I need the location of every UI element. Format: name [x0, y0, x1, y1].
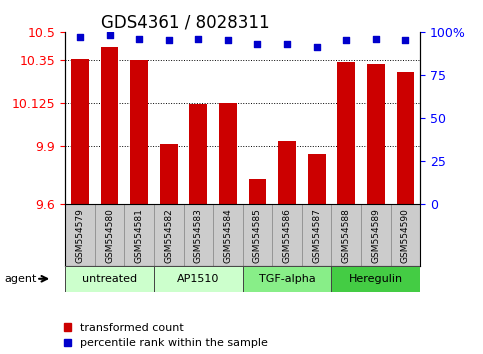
Text: untreated: untreated — [82, 274, 137, 284]
Point — [254, 41, 261, 47]
Text: GSM554590: GSM554590 — [401, 209, 410, 263]
Bar — [272, 204, 302, 266]
Bar — [302, 204, 331, 266]
Bar — [391, 204, 420, 266]
Point — [195, 36, 202, 41]
Text: GSM554585: GSM554585 — [253, 209, 262, 263]
Bar — [71, 58, 89, 204]
Text: GSM554588: GSM554588 — [342, 209, 351, 263]
Text: Heregulin: Heregulin — [349, 274, 403, 284]
Bar — [242, 204, 272, 266]
Bar — [337, 62, 355, 204]
Point — [313, 45, 321, 50]
Text: GSM554583: GSM554583 — [194, 209, 203, 263]
Text: GSM554587: GSM554587 — [312, 209, 321, 263]
Bar — [189, 104, 207, 204]
Point — [76, 34, 84, 40]
Bar — [65, 266, 154, 292]
Bar — [242, 266, 331, 292]
Bar — [130, 59, 148, 204]
Point — [342, 38, 350, 43]
Bar — [101, 47, 118, 204]
Bar — [154, 266, 243, 292]
Bar — [367, 64, 384, 204]
Bar — [361, 204, 391, 266]
Text: GSM554586: GSM554586 — [283, 209, 292, 263]
Bar — [65, 204, 95, 266]
Legend: transformed count, percentile rank within the sample: transformed count, percentile rank withi… — [64, 323, 268, 348]
Bar — [308, 154, 326, 204]
Text: GSM554579: GSM554579 — [75, 209, 85, 263]
Bar — [160, 144, 178, 204]
Bar — [95, 204, 125, 266]
Text: GSM554582: GSM554582 — [164, 209, 173, 263]
Bar — [125, 204, 154, 266]
Bar — [278, 141, 296, 204]
Text: GSM554589: GSM554589 — [371, 209, 380, 263]
Bar — [397, 72, 414, 204]
Text: GSM554581: GSM554581 — [135, 209, 143, 263]
Point — [106, 33, 114, 38]
Text: GSM554584: GSM554584 — [224, 209, 232, 263]
Bar — [331, 266, 420, 292]
Bar — [213, 204, 242, 266]
Point — [372, 36, 380, 41]
Bar — [154, 204, 184, 266]
Text: GDS4361 / 8028311: GDS4361 / 8028311 — [101, 14, 270, 32]
Point — [135, 36, 143, 41]
Text: agent: agent — [5, 274, 37, 284]
Text: AP1510: AP1510 — [177, 274, 219, 284]
Point — [165, 38, 172, 43]
Text: GSM554580: GSM554580 — [105, 209, 114, 263]
Point — [401, 38, 409, 43]
Bar — [184, 204, 213, 266]
Bar — [249, 179, 267, 204]
Text: TGF-alpha: TGF-alpha — [259, 274, 315, 284]
Bar — [219, 103, 237, 204]
Point — [283, 41, 291, 47]
Point — [224, 38, 232, 43]
Bar — [331, 204, 361, 266]
